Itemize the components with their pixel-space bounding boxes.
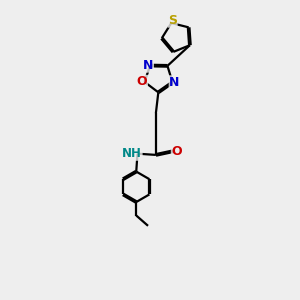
Text: N: N bbox=[169, 76, 180, 89]
Text: N: N bbox=[143, 59, 153, 72]
Text: S: S bbox=[168, 14, 177, 27]
Text: O: O bbox=[171, 145, 182, 158]
Text: NH: NH bbox=[122, 147, 142, 160]
Text: O: O bbox=[137, 75, 147, 88]
